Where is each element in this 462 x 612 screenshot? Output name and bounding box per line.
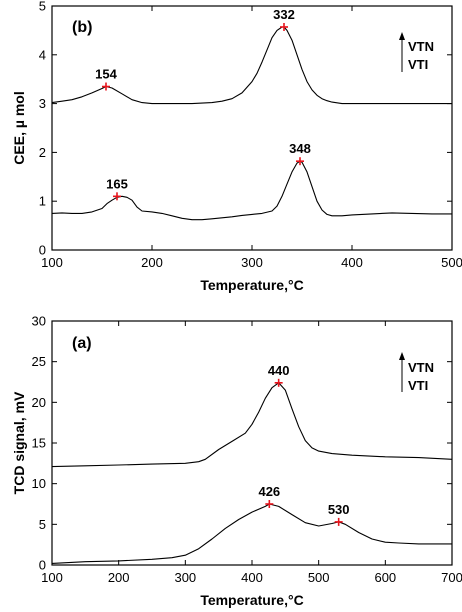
chart-panel-b: 100 200 300 400 500 0 1 2 3 4 5 154 332 165 348 (b) T… — [11, 0, 462, 293]
ticks-b: 100 200 300 400 500 0 1 2 3 4 5 — [39, 0, 462, 270]
y-axis-title-a: TCD signal, mV — [11, 391, 27, 494]
peak-label-332: 332 — [273, 7, 295, 22]
x-tick-label-b: 100 — [41, 255, 63, 270]
x-tick-label-a: 200 — [108, 570, 130, 585]
x-tick-label-a: 300 — [174, 570, 196, 585]
x-tick-label-a: 700 — [441, 570, 462, 585]
panel-label-a: (a) — [72, 335, 92, 352]
y-tick-label-b: 3 — [39, 96, 46, 111]
y-axis-title-b: CEE, µ mol — [11, 91, 27, 164]
legend-entry-vtn-b: VTN — [408, 39, 434, 54]
legend-arrowhead-b — [399, 32, 405, 40]
markers-a: 440 426 530 — [258, 363, 350, 526]
series-line-vti-a — [51, 503, 452, 564]
peak-marker-165 — [113, 192, 121, 201]
legend-arrowhead-a — [399, 352, 405, 360]
x-tick-label-a: 400 — [241, 570, 263, 585]
y-tick-label-a: 25 — [32, 354, 46, 369]
y-tick-label-b: 5 — [39, 0, 46, 14]
peak-label-165: 165 — [106, 176, 128, 191]
peak-label-348: 348 — [289, 141, 311, 156]
peak-marker-154 — [102, 82, 110, 91]
x-tick-label-b: 500 — [441, 255, 462, 270]
peak-marker-530 — [334, 517, 343, 526]
ticks-a: 100 200 300 400 500 600 700 0 5 10 15 20 25 30 — [32, 314, 462, 586]
legend-a: VTN VTI — [399, 352, 434, 393]
peak-label-426: 426 — [258, 484, 280, 499]
legend-entry-vtn-a: VTN — [408, 360, 434, 375]
peak-label-440: 440 — [268, 363, 290, 378]
x-tick-label-a: 600 — [374, 570, 396, 585]
x-tick-label-b: 300 — [241, 255, 263, 270]
y-tick-label-b: 4 — [39, 47, 46, 62]
peak-marker-440 — [274, 378, 283, 387]
peak-marker-332 — [280, 22, 288, 31]
x-tick-label-b: 200 — [141, 255, 163, 270]
markers-b: 154 332 165 348 — [95, 7, 311, 201]
legend-entry-vti-a: VTI — [408, 378, 428, 393]
peak-label-154: 154 — [95, 67, 117, 82]
peak-marker-348 — [296, 157, 304, 166]
x-axis-title-a: Temperature,°C — [200, 592, 303, 608]
x-tick-label-b: 400 — [341, 255, 363, 270]
chart-panel-a: 100 200 300 400 500 600 700 0 5 10 15 20 25 30 440 426… — [11, 314, 462, 609]
y-tick-label-a: 30 — [32, 314, 46, 329]
y-tick-label-a: 0 — [39, 558, 46, 573]
panel-label-b: (b) — [72, 19, 92, 36]
peak-marker-426 — [265, 500, 274, 508]
plot-area-a — [51, 320, 453, 566]
series-a — [51, 382, 453, 564]
y-tick-label-b: 0 — [39, 243, 46, 258]
x-axis-title-b: Temperature,°C — [200, 277, 303, 293]
series-line-vti-b — [51, 160, 452, 221]
peak-label-530: 530 — [328, 502, 350, 517]
series-b — [51, 26, 452, 221]
series-line-vtn-b — [51, 26, 452, 105]
y-tick-label-a: 5 — [39, 517, 46, 532]
x-tick-label-a: 500 — [308, 570, 330, 585]
y-tick-label-a: 20 — [32, 395, 46, 410]
legend-b: VTN VTI — [399, 32, 434, 72]
y-tick-label-b: 1 — [39, 194, 46, 209]
y-tick-label-a: 15 — [32, 436, 46, 451]
legend-entry-vti-b: VTI — [408, 57, 428, 72]
x-tick-label-a: 100 — [41, 570, 63, 585]
y-tick-label-a: 10 — [32, 476, 46, 491]
series-line-vtn-a — [51, 382, 453, 468]
y-tick-label-b: 2 — [39, 145, 46, 160]
